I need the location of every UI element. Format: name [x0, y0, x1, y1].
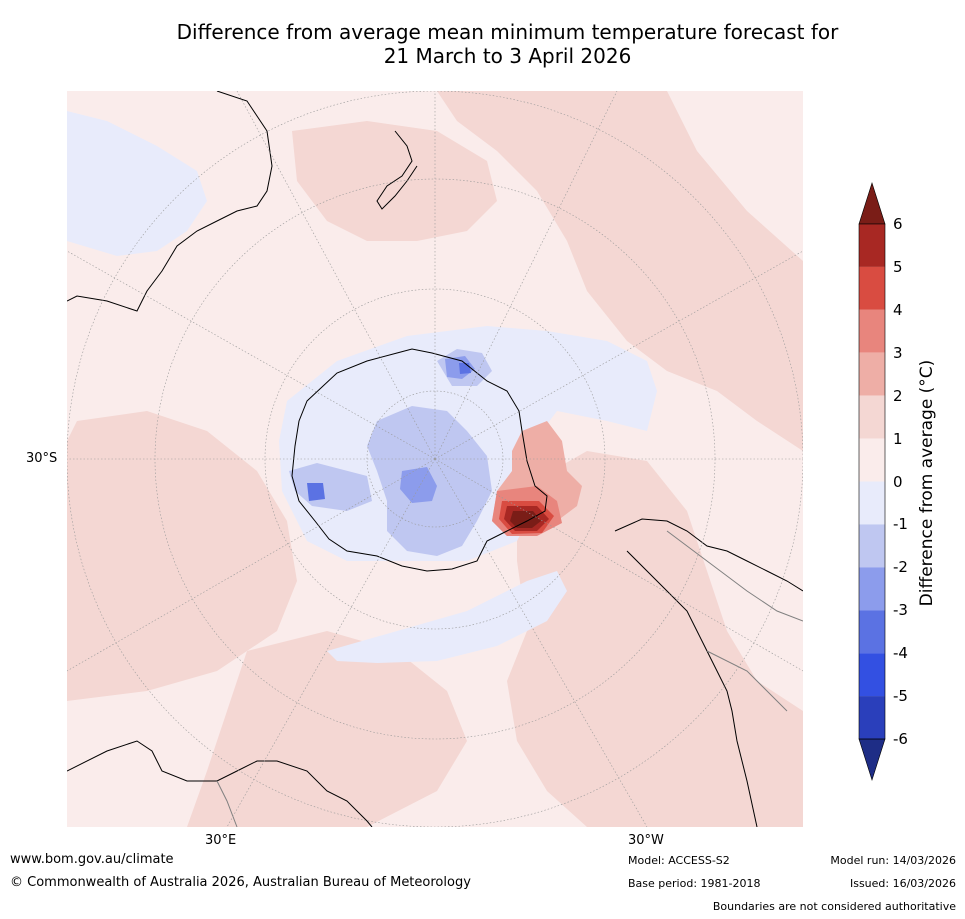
anomaly-region-warm [627, 191, 737, 321]
colorbar-band [859, 224, 885, 267]
colorbar-band [859, 309, 885, 353]
graticule-meridian [434, 458, 803, 672]
colorbar-band [859, 696, 885, 739]
colorbar-tick-label: 4 [893, 300, 903, 319]
colorbar-band [859, 395, 885, 439]
title-line-2: 21 March to 3 April 2026 [383, 44, 632, 68]
colorbar-tick-label: -6 [893, 730, 908, 748]
model-text: Model: ACCESS-S2 [628, 854, 730, 867]
colorbar-band [859, 266, 885, 310]
anomaly-region-warm [187, 631, 467, 827]
chart-title: Difference from average mean minimum tem… [0, 20, 965, 68]
anomaly-region-warm-moderate [527, 433, 547, 466]
website-link[interactable]: www.bom.gov.au/climate [10, 852, 174, 867]
colorbar-band [859, 481, 885, 525]
anomaly-region-cool [327, 571, 567, 663]
model-run-text: Model run: 14/03/2026 [830, 854, 956, 867]
map-panel [67, 91, 803, 827]
anomaly-region-cool-strong [459, 363, 471, 374]
colorbar-tick-label: -5 [893, 687, 908, 706]
colorbar-tick-label: 1 [893, 429, 903, 448]
lon-label-30w: 30°W [628, 833, 664, 848]
colorbar-band [859, 653, 885, 697]
colorbar-tick-label: 5 [893, 257, 903, 276]
graticule-meridian [67, 458, 436, 672]
south-america-border [666, 530, 803, 622]
africa-border [216, 780, 238, 827]
disclaimer-text: Boundaries are not considered authoritat… [712, 900, 956, 913]
colorbar-tick-label: -1 [893, 515, 908, 534]
lat-label-30s: 30°S [26, 451, 58, 466]
anomaly-region-warm [507, 451, 803, 827]
colorbar-tick-label: 2 [893, 386, 903, 405]
graticule-circle [264, 288, 606, 630]
colorbar-band [859, 524, 885, 568]
colorbar-band [859, 567, 885, 611]
title-line-1: Difference from average mean minimum tem… [176, 20, 839, 44]
colorbar-tick-label: 6 [893, 215, 903, 233]
australia-coastline [67, 91, 273, 312]
graticule-meridian [226, 458, 436, 827]
africa-coastline [67, 740, 373, 827]
colorbar-tick-label: -3 [893, 601, 908, 620]
south-america-coastline [626, 550, 758, 827]
new-zealand-coastline [376, 130, 418, 210]
colorbar-label: Difference from average (°C) [917, 359, 937, 607]
anomaly-region-cool [67, 111, 207, 256]
antarctica-coastline [291, 348, 548, 572]
colorbar-tick-label: -4 [893, 644, 908, 663]
anomaly-region-cool-strong [400, 467, 437, 503]
south-america-coastline [614, 518, 803, 592]
colorbar-tick-label: -2 [893, 558, 908, 577]
copyright-text: © Commonwealth of Australia 2026, Austra… [10, 875, 471, 890]
anomaly-region-warm [67, 411, 297, 701]
graticule-meridian [434, 458, 648, 827]
colorbar [858, 182, 886, 781]
colorbar-tick-label: 3 [893, 343, 903, 362]
anomaly-region-cool-strong [307, 483, 325, 501]
colorbar-tick-label: 0 [893, 472, 903, 491]
anomaly-region-warm [437, 91, 803, 451]
anomaly-region-warm-extreme [510, 511, 541, 528]
south-america-border [706, 650, 788, 712]
colorbar-band [859, 610, 885, 654]
graticule-meridian [67, 250, 436, 460]
colorbar-outline [858, 223, 886, 740]
lon-label-30e: 30°E [205, 833, 237, 848]
graticule-meridian [434, 250, 803, 460]
issued-text: Issued: 16/03/2026 [849, 877, 956, 890]
colorbar-band [859, 352, 885, 396]
colorbar-band [859, 438, 885, 482]
colorbar-over-arrow [858, 182, 886, 225]
base-period-text: Base period: 1981-2018 [628, 877, 761, 890]
colorbar-under-arrow [858, 738, 886, 781]
